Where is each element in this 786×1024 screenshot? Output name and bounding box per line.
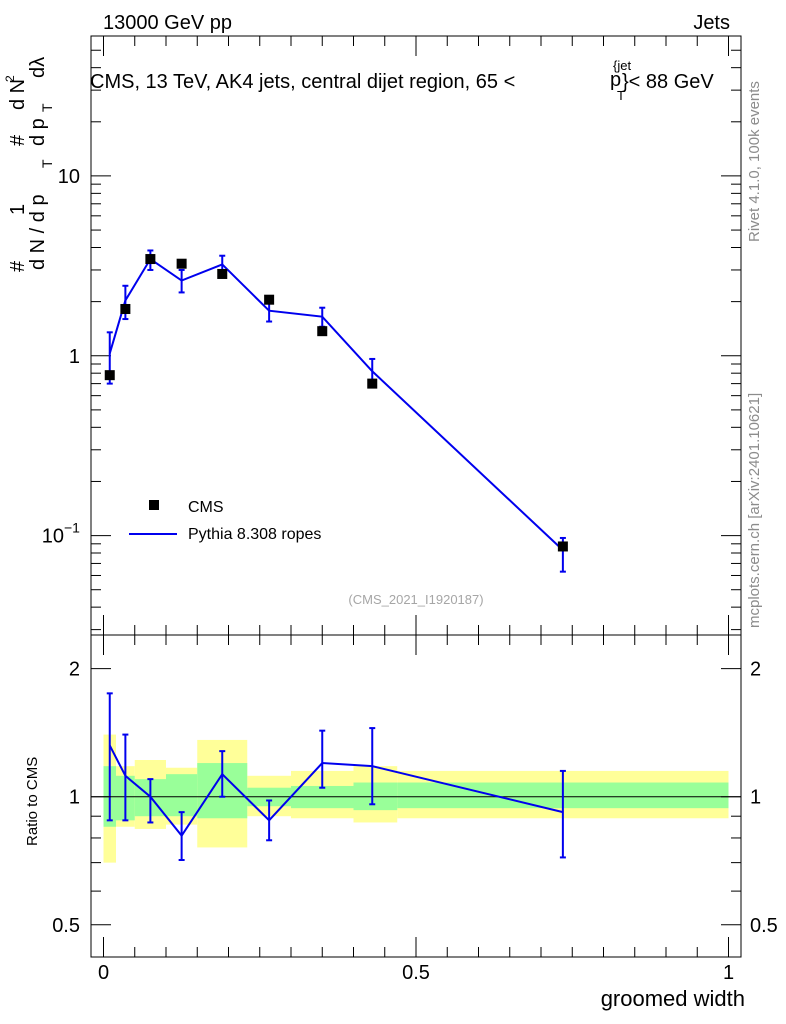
data-point — [367, 378, 378, 389]
legend-mc-label: Pythia 8.308 ropes — [188, 526, 321, 543]
mcplots-label: mcplots.cern.ch [arXiv:2401.10621] — [746, 393, 763, 628]
ratio-y-tick-label-right: 1 — [750, 787, 761, 809]
plot-title: CMS, 13 TeV, AK4 jets, central dijet reg… — [90, 71, 515, 93]
ratio-y-tick-label: 1 — [69, 787, 80, 809]
data-point — [176, 258, 187, 269]
x-tick-label: 0 — [98, 962, 109, 984]
data-point — [264, 294, 275, 305]
data-point — [317, 326, 328, 337]
y-tick-label-exponent: −1 — [64, 520, 80, 536]
svg-text:T: T — [39, 103, 55, 112]
energy-label: 13000 GeV pp — [103, 12, 232, 34]
ratio-line — [108, 744, 564, 838]
title-tail: }< 88 GeV — [622, 71, 714, 93]
inner-uncertainty-band — [166, 774, 198, 817]
legend-data-label: CMS — [188, 499, 224, 516]
data-points — [104, 254, 568, 552]
y-tick-label: 10 — [58, 166, 80, 188]
svg-text:dλ: dλ — [27, 57, 49, 78]
y-axis-title: # 1 d N / d p T # d N 2 d p T dλ — [3, 57, 55, 272]
title-p: p — [610, 69, 621, 91]
title-sup: {jet — [613, 58, 631, 73]
legend: CMS Pythia 8.308 ropes — [129, 499, 321, 543]
svg-text:2: 2 — [3, 75, 17, 82]
rivet-label: Rivet 4.1.0, 100k events — [746, 81, 763, 242]
data-point — [145, 254, 156, 265]
ratio-y-tick-label-right: 0.5 — [750, 915, 778, 937]
svg-text:1: 1 — [7, 204, 29, 215]
data-point — [120, 303, 131, 314]
legend-data-marker — [149, 500, 159, 510]
category-label: Jets — [693, 12, 730, 34]
svg-text:#: # — [7, 260, 29, 272]
ratio-ticks — [91, 635, 741, 957]
data-point — [557, 541, 568, 552]
x-tick-label: 0.5 — [402, 962, 430, 984]
ratio-y-tick-label: 2 — [69, 659, 80, 681]
y-tick-label: 1 — [69, 346, 80, 368]
top-plot-frame — [90, 35, 742, 636]
y-tick-label: 10 — [42, 526, 64, 548]
ratio-y-tick-label: 0.5 — [52, 915, 80, 937]
ratio-panel: 0.5 0.51 12 2 0 0.5 1 — [52, 634, 778, 984]
mc-error-bars — [106, 249, 566, 573]
svg-text:T: T — [39, 159, 55, 168]
x-tick-labels: 0 0.5 1 — [98, 962, 734, 984]
x-tick-label: 1 — [723, 962, 734, 984]
data-point — [104, 370, 115, 381]
mc-line — [108, 257, 564, 551]
data-point — [217, 268, 228, 279]
ratio-y-title: Ratio to CMS — [24, 757, 41, 846]
analysis-reference: (CMS_2021_I1920187) — [348, 592, 483, 607]
title-sub: T — [617, 88, 625, 103]
svg-text:d N / d p: d N / d p — [27, 194, 49, 270]
ratio-y-tick-labels: 0.5 0.5 1 1 2 2 — [52, 659, 778, 937]
x-axis-title: groomed width — [601, 986, 745, 1011]
svg-text:d p: d p — [27, 118, 49, 146]
ratio-bands — [103, 734, 729, 863]
ratio-y-tick-label-right: 2 — [750, 659, 761, 681]
svg-text:d N: d N — [7, 79, 29, 110]
top-ticks — [91, 35, 741, 635]
svg-text:#: # — [7, 134, 29, 146]
